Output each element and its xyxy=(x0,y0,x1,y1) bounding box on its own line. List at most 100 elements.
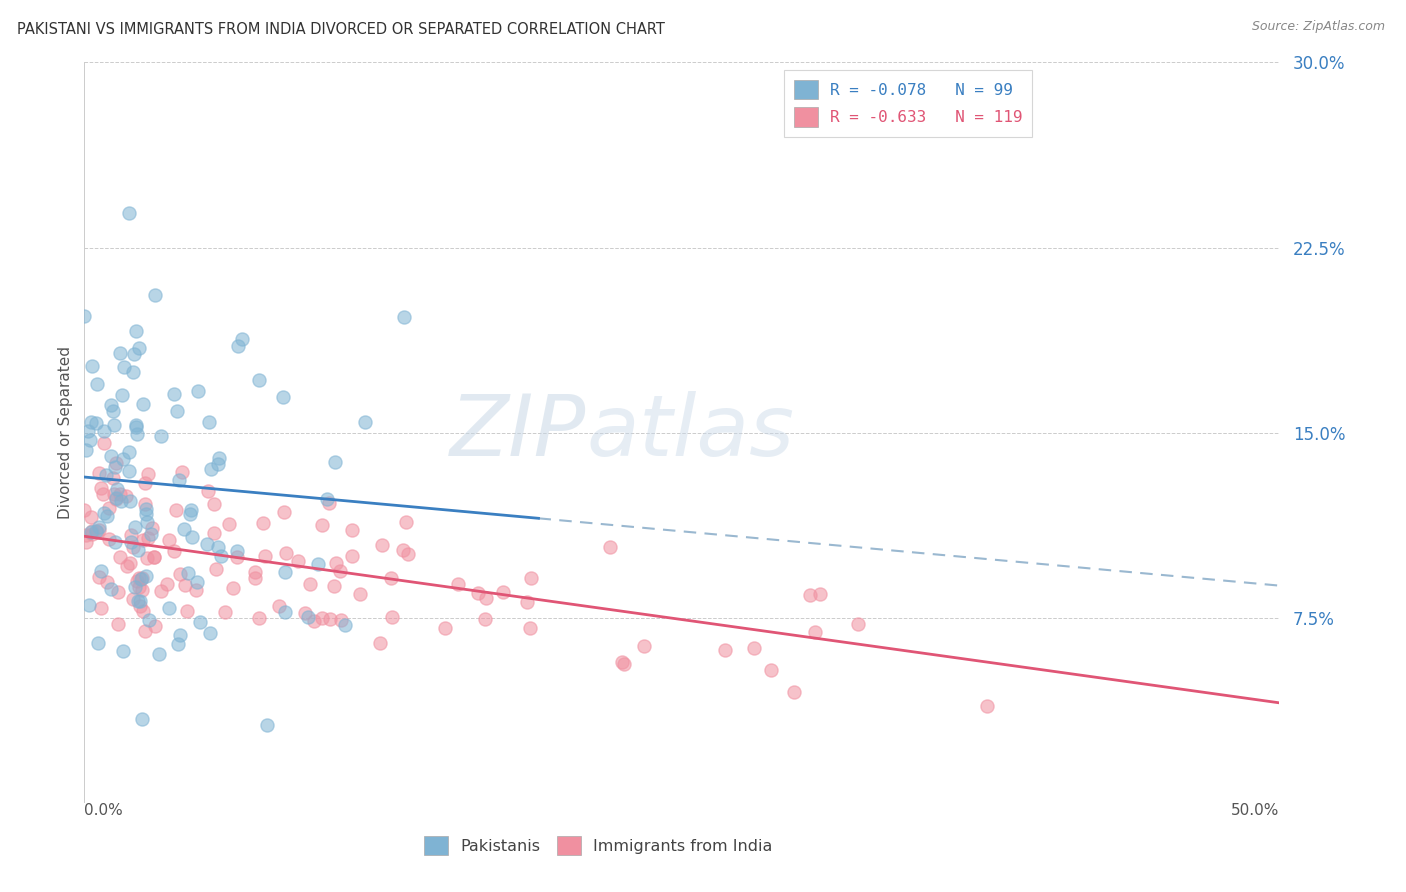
Point xyxy=(86,524,108,539)
Point xyxy=(104,535,127,549)
Point xyxy=(150,429,173,443)
Point xyxy=(316,491,339,506)
Point xyxy=(169,628,191,642)
Point xyxy=(245,565,267,579)
Point xyxy=(330,613,353,627)
Point xyxy=(254,549,277,564)
Point xyxy=(186,575,208,590)
Point xyxy=(128,571,150,585)
Point xyxy=(118,464,141,478)
Point xyxy=(80,509,103,524)
Point xyxy=(742,641,765,656)
Point xyxy=(104,491,127,505)
Point xyxy=(134,624,156,639)
Point xyxy=(125,417,148,432)
Point xyxy=(108,486,131,500)
Point xyxy=(129,594,152,608)
Text: ZIP: ZIP xyxy=(450,391,586,475)
Point xyxy=(195,537,218,551)
Point xyxy=(318,496,340,510)
Point xyxy=(222,581,245,595)
Point xyxy=(80,524,103,538)
Point xyxy=(169,473,191,487)
Point xyxy=(520,571,543,585)
Point xyxy=(90,564,112,578)
Point xyxy=(86,636,108,650)
Point xyxy=(120,528,142,542)
Point xyxy=(976,698,998,713)
Point xyxy=(139,527,162,541)
Point xyxy=(243,571,266,585)
Point xyxy=(129,572,152,586)
Point xyxy=(112,644,135,658)
Point xyxy=(143,549,166,564)
Point xyxy=(131,571,153,585)
Point xyxy=(128,580,150,594)
Point xyxy=(105,482,128,496)
Point xyxy=(75,535,97,549)
Point xyxy=(124,520,146,534)
Point xyxy=(145,288,167,302)
Point xyxy=(96,468,118,483)
Point xyxy=(101,404,124,418)
Point xyxy=(226,549,249,564)
Point xyxy=(96,575,118,590)
Point xyxy=(247,373,270,387)
Point xyxy=(103,417,125,432)
Point xyxy=(105,456,128,470)
Point xyxy=(118,557,141,571)
Point xyxy=(143,619,166,633)
Point xyxy=(128,599,150,614)
Point xyxy=(808,587,831,601)
Point xyxy=(190,615,212,630)
Point xyxy=(276,546,298,560)
Point xyxy=(205,562,228,576)
Point xyxy=(76,425,98,439)
Point xyxy=(474,612,496,626)
Text: Source: ZipAtlas.com: Source: ZipAtlas.com xyxy=(1251,20,1385,33)
Text: 0.0%: 0.0% xyxy=(84,803,124,818)
Point xyxy=(218,517,240,532)
Point xyxy=(138,613,160,627)
Point xyxy=(198,415,221,429)
Point xyxy=(121,591,143,606)
Point xyxy=(516,595,538,609)
Point xyxy=(340,549,363,563)
Point xyxy=(318,612,340,626)
Point xyxy=(118,444,141,458)
Point xyxy=(87,569,110,583)
Point xyxy=(467,586,489,600)
Point xyxy=(267,599,290,614)
Point xyxy=(73,503,96,517)
Point xyxy=(287,553,309,567)
Point xyxy=(100,449,122,463)
Point xyxy=(202,526,225,541)
Point xyxy=(93,424,115,438)
Point xyxy=(273,505,295,519)
Point xyxy=(149,584,172,599)
Point xyxy=(79,433,101,447)
Point xyxy=(252,516,274,530)
Point xyxy=(100,398,122,412)
Point xyxy=(108,550,131,565)
Point xyxy=(110,494,132,508)
Point xyxy=(311,611,333,625)
Point xyxy=(163,543,186,558)
Point xyxy=(803,624,825,639)
Point xyxy=(202,498,225,512)
Text: atlas: atlas xyxy=(586,391,794,475)
Point xyxy=(391,542,413,557)
Point xyxy=(104,459,127,474)
Point xyxy=(323,455,346,469)
Point xyxy=(127,542,149,557)
Point xyxy=(157,533,180,547)
Point xyxy=(120,494,142,508)
Point xyxy=(125,324,148,338)
Point xyxy=(302,614,325,628)
Point xyxy=(256,718,278,732)
Point xyxy=(163,386,186,401)
Point xyxy=(633,639,655,653)
Point xyxy=(91,487,114,501)
Text: 50.0%: 50.0% xyxy=(1232,803,1279,818)
Point xyxy=(225,544,247,558)
